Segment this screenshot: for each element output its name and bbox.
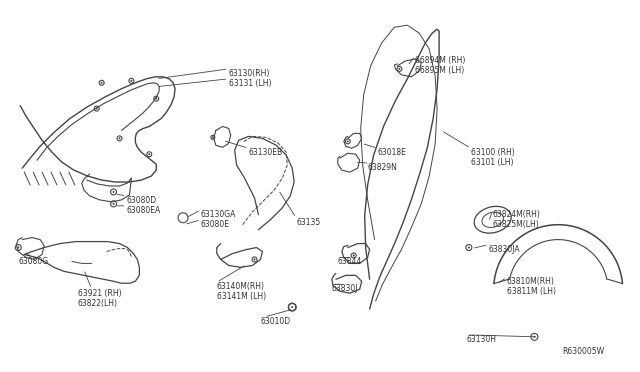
Text: 66895M (LH): 66895M (LH) — [415, 66, 465, 75]
Text: 63080D: 63080D — [127, 196, 157, 205]
Text: 63010D: 63010D — [260, 317, 291, 326]
Text: 63141M (LH): 63141M (LH) — [217, 292, 266, 301]
Text: 63822(LH): 63822(LH) — [78, 299, 118, 308]
Circle shape — [113, 191, 115, 193]
Circle shape — [118, 137, 120, 140]
Text: 63824M(RH): 63824M(RH) — [493, 210, 541, 219]
Text: 63830J: 63830J — [332, 284, 358, 293]
Text: 63844: 63844 — [338, 257, 362, 266]
Text: 63829N: 63829N — [367, 163, 397, 172]
Circle shape — [212, 137, 214, 138]
Text: 63811M (LH): 63811M (LH) — [507, 287, 556, 296]
Text: 63135: 63135 — [296, 218, 321, 227]
Circle shape — [100, 82, 102, 84]
Text: 63921 (RH): 63921 (RH) — [78, 289, 122, 298]
Circle shape — [113, 203, 115, 205]
Circle shape — [17, 247, 19, 248]
Circle shape — [156, 98, 157, 100]
Text: 63810M(RH): 63810M(RH) — [507, 277, 554, 286]
Text: 66894M (RH): 66894M (RH) — [415, 56, 466, 65]
Text: 63131 (LH): 63131 (LH) — [228, 79, 271, 88]
Text: 63130GA: 63130GA — [201, 210, 236, 219]
Text: 63830JA: 63830JA — [489, 244, 520, 254]
Text: 63140M(RH): 63140M(RH) — [217, 282, 265, 291]
Circle shape — [253, 259, 255, 260]
Text: 63130EB: 63130EB — [248, 148, 283, 157]
Circle shape — [131, 80, 132, 82]
Text: 63080G: 63080G — [19, 257, 49, 266]
Text: 63825M(LH): 63825M(LH) — [493, 220, 540, 229]
Circle shape — [353, 254, 355, 256]
Circle shape — [148, 153, 150, 155]
Text: 63130H: 63130H — [467, 335, 497, 344]
Circle shape — [96, 108, 98, 110]
Text: 63080EA: 63080EA — [127, 206, 161, 215]
Text: 63101 (LH): 63101 (LH) — [471, 158, 513, 167]
Text: 63130(RH): 63130(RH) — [228, 69, 270, 78]
Circle shape — [468, 247, 470, 248]
Circle shape — [291, 306, 293, 308]
Text: R630005W: R630005W — [562, 347, 604, 356]
Circle shape — [399, 68, 401, 70]
Circle shape — [533, 336, 536, 338]
Circle shape — [347, 140, 349, 142]
Text: 63100 (RH): 63100 (RH) — [471, 148, 515, 157]
Text: 63018E: 63018E — [378, 148, 406, 157]
Text: 63080E: 63080E — [201, 220, 230, 229]
